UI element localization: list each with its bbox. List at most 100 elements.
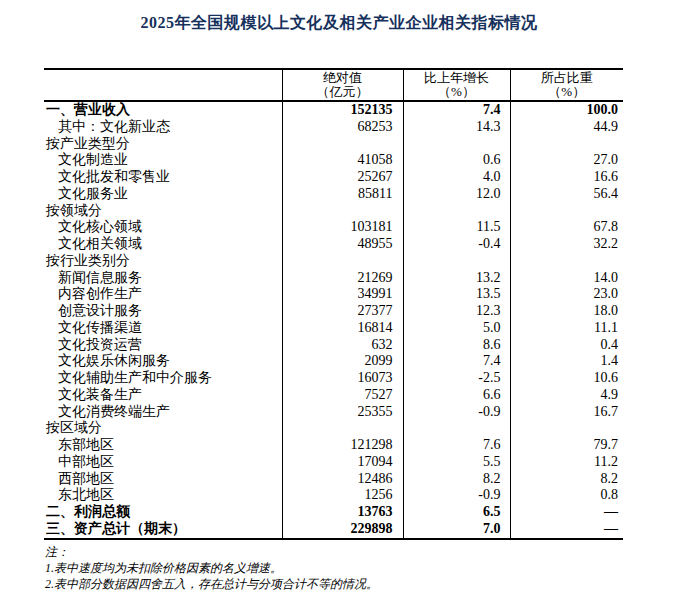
cell-growth: 8.6: [403, 337, 510, 354]
row-label: 中部地区: [44, 454, 282, 471]
cell-growth: 4.0: [403, 169, 510, 186]
row-label: 东北地区: [44, 487, 282, 504]
cell-abs: 13763: [282, 504, 403, 521]
cell-growth: 7.0: [403, 521, 510, 539]
table-row: 文化服务业8581112.056.4: [44, 186, 623, 203]
row-label: 东部地区: [44, 437, 282, 454]
indicator-table: 绝对值 （亿元） 比上年增长 （%） 所占比重 （%） 一、营业收入152135…: [44, 68, 623, 540]
cell-share: 79.7: [510, 437, 623, 454]
cell-share: 23.0: [510, 286, 623, 303]
cell-abs: [282, 420, 403, 437]
cell-share: 11.2: [510, 454, 623, 471]
row-label: 文化制造业: [44, 152, 282, 169]
cell-growth: 6.5: [403, 504, 510, 521]
table-row: 文化消费终端生产25355-0.916.7: [44, 404, 623, 421]
cell-share: [510, 253, 623, 270]
row-label: 内容创作生产: [44, 286, 282, 303]
cell-share: —: [510, 504, 623, 521]
table-row: 文化装备生产75276.64.9: [44, 387, 623, 404]
table-row: 东部地区1212987.679.7: [44, 437, 623, 454]
cell-growth: 11.5: [403, 219, 510, 236]
table-row: 文化投资运营6328.60.4: [44, 337, 623, 354]
row-label: 文化消费终端生产: [44, 404, 282, 421]
cell-growth: -0.9: [403, 487, 510, 504]
header-row: 绝对值 （亿元） 比上年增长 （%） 所占比重 （%）: [44, 69, 623, 101]
cell-growth: [403, 253, 510, 270]
cell-growth: 6.6: [403, 387, 510, 404]
header-growth: 比上年增长 （%）: [403, 69, 510, 101]
cell-share: 0.8: [510, 487, 623, 504]
cell-share: 27.0: [510, 152, 623, 169]
page-title: 2025年全国规模以上文化及相关产业企业相关指标情况: [0, 13, 678, 34]
row-label: 新闻信息服务: [44, 270, 282, 287]
cell-abs: 16814: [282, 320, 403, 337]
cell-abs: 121298: [282, 437, 403, 454]
table-row: 按领域分: [44, 203, 623, 220]
notes-label: 注：: [45, 544, 378, 560]
cell-share: 8.2: [510, 471, 623, 488]
cell-share: 14.0: [510, 270, 623, 287]
cell-growth: -0.9: [403, 404, 510, 421]
table-row: 内容创作生产3499113.523.0: [44, 286, 623, 303]
cell-abs: 85811: [282, 186, 403, 203]
cell-abs: 16073: [282, 370, 403, 387]
cell-growth: 14.3: [403, 119, 510, 136]
cell-abs: 68253: [282, 119, 403, 136]
table-row: 文化娱乐休闲服务20997.41.4: [44, 353, 623, 370]
header-indicator: [44, 69, 282, 101]
cell-abs: 12486: [282, 471, 403, 488]
cell-abs: 632: [282, 337, 403, 354]
cell-share: [510, 203, 623, 220]
header-share: 所占比重 （%）: [510, 69, 623, 101]
cell-abs: 152135: [282, 101, 403, 119]
table-row: 文化批发和零售业252674.016.6: [44, 169, 623, 186]
cell-abs: [282, 253, 403, 270]
row-label: 三、资产总计（期末）: [44, 521, 282, 539]
cell-abs: [282, 136, 403, 153]
table-row: 东北地区1256-0.90.8: [44, 487, 623, 504]
table-row: 按区域分: [44, 420, 623, 437]
table-row: 三、资产总计（期末）2298987.0—: [44, 521, 623, 539]
cell-growth: [403, 420, 510, 437]
cell-share: [510, 420, 623, 437]
row-label: 文化投资运营: [44, 337, 282, 354]
cell-growth: 5.0: [403, 320, 510, 337]
cell-growth: 7.6: [403, 437, 510, 454]
row-label: 文化娱乐休闲服务: [44, 353, 282, 370]
cell-growth: 8.2: [403, 471, 510, 488]
cell-share: —: [510, 521, 623, 539]
row-label: 文化辅助生产和中介服务: [44, 370, 282, 387]
cell-abs: 48955: [282, 236, 403, 253]
table-row: 创意设计服务2737712.318.0: [44, 303, 623, 320]
row-label: 其中：文化新业态: [44, 119, 282, 136]
row-label: 文化批发和零售业: [44, 169, 282, 186]
table-row: 按行业类别分: [44, 253, 623, 270]
cell-growth: 0.6: [403, 152, 510, 169]
table-row: 文化制造业410580.627.0: [44, 152, 623, 169]
cell-share: 11.1: [510, 320, 623, 337]
cell-share: 10.6: [510, 370, 623, 387]
cell-abs: 21269: [282, 270, 403, 287]
cell-share: 100.0: [510, 101, 623, 119]
table-row: 其中：文化新业态6825314.344.9: [44, 119, 623, 136]
cell-share: 0.4: [510, 337, 623, 354]
row-label: 按领域分: [44, 203, 282, 220]
row-label: 文化核心领域: [44, 219, 282, 236]
table-row: 文化相关领域48955-0.432.2: [44, 236, 623, 253]
cell-share: 67.8: [510, 219, 623, 236]
cell-abs: 41058: [282, 152, 403, 169]
cell-growth: 13.2: [403, 270, 510, 287]
row-label: 按区域分: [44, 420, 282, 437]
cell-share: [510, 136, 623, 153]
cell-growth: 7.4: [403, 101, 510, 119]
row-label: 按行业类别分: [44, 253, 282, 270]
row-label: 按产业类型分: [44, 136, 282, 153]
cell-abs: 25267: [282, 169, 403, 186]
cell-share: 16.7: [510, 404, 623, 421]
row-label: 文化传播渠道: [44, 320, 282, 337]
table-row: 文化核心领域10318111.567.8: [44, 219, 623, 236]
row-label: 一、营业收入: [44, 101, 282, 119]
cell-abs: 7527: [282, 387, 403, 404]
cell-abs: 1256: [282, 487, 403, 504]
cell-growth: 7.4: [403, 353, 510, 370]
